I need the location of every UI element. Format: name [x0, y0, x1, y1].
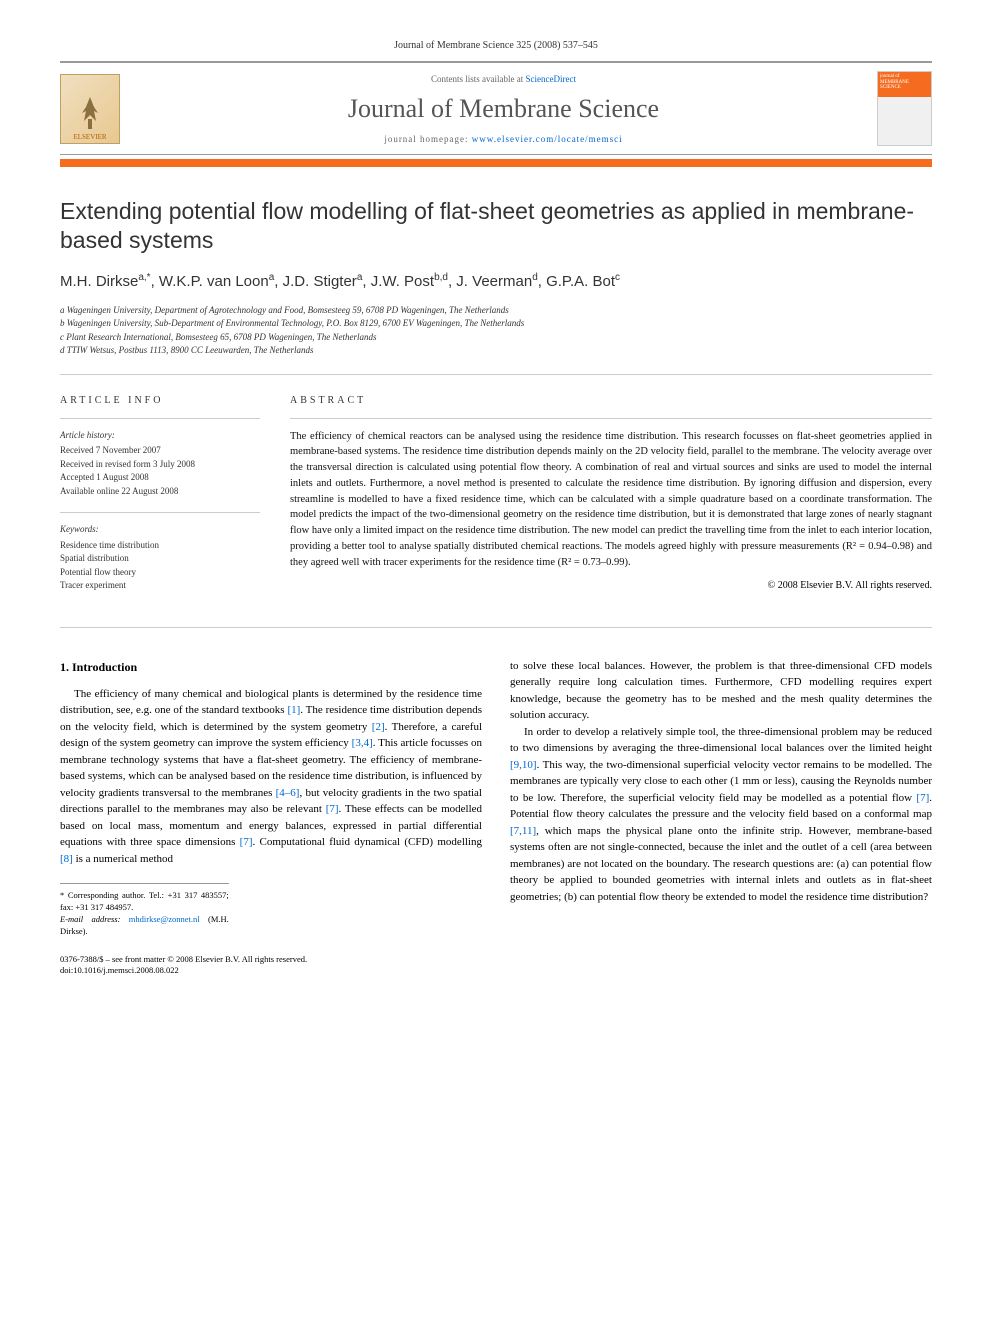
reference-link[interactable]: [7]	[916, 792, 929, 804]
keyword-line: Residence time distribution	[60, 539, 260, 553]
abstract-copyright: © 2008 Elsevier B.V. All rights reserved…	[290, 580, 932, 591]
info-abstract-row: ARTICLE INFO Article history: Received 7…	[60, 395, 932, 628]
homepage-link[interactable]: www.elsevier.com/locate/memsci	[472, 134, 623, 144]
keyword-line: Spatial distribution	[60, 552, 260, 566]
article-history-heading: Article history:	[60, 429, 260, 443]
affiliation-line: d TTIW Wetsus, Postbus 1113, 8900 CC Lee…	[60, 344, 932, 358]
section-heading-introduction: 1. Introduction	[60, 658, 482, 676]
journal-homepage-line: journal homepage: www.elsevier.com/locat…	[130, 134, 877, 144]
affiliation-line: a Wageningen University, Department of A…	[60, 304, 932, 318]
footer-doi: doi:10.1016/j.memsci.2008.08.022	[60, 965, 482, 977]
article-info-column: ARTICLE INFO Article history: Received 7…	[60, 395, 260, 607]
reference-link[interactable]: [8]	[60, 853, 73, 865]
footer-block: 0376-7388/$ – see front matter © 2008 El…	[60, 954, 482, 978]
footer-copyright: 0376-7388/$ – see front matter © 2008 El…	[60, 954, 482, 966]
affiliations: a Wageningen University, Department of A…	[60, 304, 932, 375]
keywords-block: Keywords: Residence time distributionSpa…	[60, 523, 260, 593]
reference-link[interactable]: [7]	[240, 836, 253, 848]
divider	[290, 418, 932, 419]
journal-cover-thumbnail: journal of MEMBRANE SCIENCE	[877, 71, 932, 146]
body-column-left: 1. Introduction The efficiency of many c…	[60, 658, 482, 978]
journal-reference: Journal of Membrane Science 325 (2008) 5…	[60, 40, 932, 51]
keywords-heading: Keywords:	[60, 523, 260, 537]
reference-link[interactable]: [9,10]	[510, 759, 537, 771]
affiliation-line: c Plant Research International, Bomseste…	[60, 331, 932, 345]
elsevier-logo: ELSEVIER	[60, 74, 120, 144]
header-left: ELSEVIER	[60, 74, 130, 144]
body-paragraph: The efficiency of many chemical and biol…	[60, 686, 482, 868]
email-line: E-mail address: mhdirkse@zonnet.nl (M.H.…	[60, 914, 229, 938]
reference-link[interactable]: [3,4]	[352, 737, 373, 749]
body-columns: 1. Introduction The efficiency of many c…	[60, 658, 932, 978]
keyword-line: Potential flow theory	[60, 566, 260, 580]
article-title: Extending potential flow modelling of fl…	[60, 197, 932, 255]
article-history-block: Article history: Received 7 November 200…	[60, 429, 260, 499]
elsevier-tree-icon	[72, 93, 108, 133]
reference-link[interactable]: [7,11]	[510, 825, 536, 837]
history-line: Received in revised form 3 July 2008	[60, 458, 260, 472]
history-line: Available online 22 August 2008	[60, 485, 260, 499]
article-info-label: ARTICLE INFO	[60, 395, 260, 406]
email-link[interactable]: mhdirkse@zonnet.nl	[129, 914, 200, 924]
reference-link[interactable]: [4–6]	[276, 787, 300, 799]
elsevier-label: ELSEVIER	[73, 133, 106, 141]
keyword-line: Tracer experiment	[60, 579, 260, 593]
contents-line: Contents lists available at ScienceDirec…	[130, 74, 877, 84]
header-center: Contents lists available at ScienceDirec…	[130, 74, 877, 144]
footnote-block: * Corresponding author. Tel.: +31 317 48…	[60, 883, 229, 938]
affiliation-line: b Wageningen University, Sub-Department …	[60, 317, 932, 331]
abstract-text: The efficiency of chemical reactors can …	[290, 429, 932, 571]
reference-link[interactable]: [2]	[372, 721, 385, 733]
corresponding-author: * Corresponding author. Tel.: +31 317 48…	[60, 890, 229, 914]
abstract-label: ABSTRACT	[290, 395, 932, 406]
journal-cover-body	[878, 97, 931, 145]
reference-link[interactable]: [7]	[326, 803, 339, 815]
contents-prefix: Contents lists available at	[431, 74, 525, 84]
body-paragraph: to solve these local balances. However, …	[510, 658, 932, 724]
abstract-column: ABSTRACT The efficiency of chemical reac…	[290, 395, 932, 607]
history-line: Received 7 November 2007	[60, 444, 260, 458]
history-line: Accepted 1 August 2008	[60, 471, 260, 485]
journal-cover-title: journal of MEMBRANE SCIENCE	[878, 72, 931, 97]
body-column-right: to solve these local balances. However, …	[510, 658, 932, 978]
orange-accent-bar	[60, 159, 932, 167]
journal-title: Journal of Membrane Science	[130, 94, 877, 124]
authors-list: M.H. Dirksea,*, W.K.P. van Loona, J.D. S…	[60, 271, 932, 292]
divider	[60, 512, 260, 513]
reference-link[interactable]: [1]	[287, 704, 300, 716]
body-paragraph: In order to develop a relatively simple …	[510, 724, 932, 906]
email-label: E-mail address:	[60, 914, 129, 924]
sciencedirect-link[interactable]: ScienceDirect	[526, 74, 576, 84]
journal-header: ELSEVIER Contents lists available at Sci…	[60, 62, 932, 155]
homepage-prefix: journal homepage:	[384, 134, 471, 144]
divider	[60, 418, 260, 419]
